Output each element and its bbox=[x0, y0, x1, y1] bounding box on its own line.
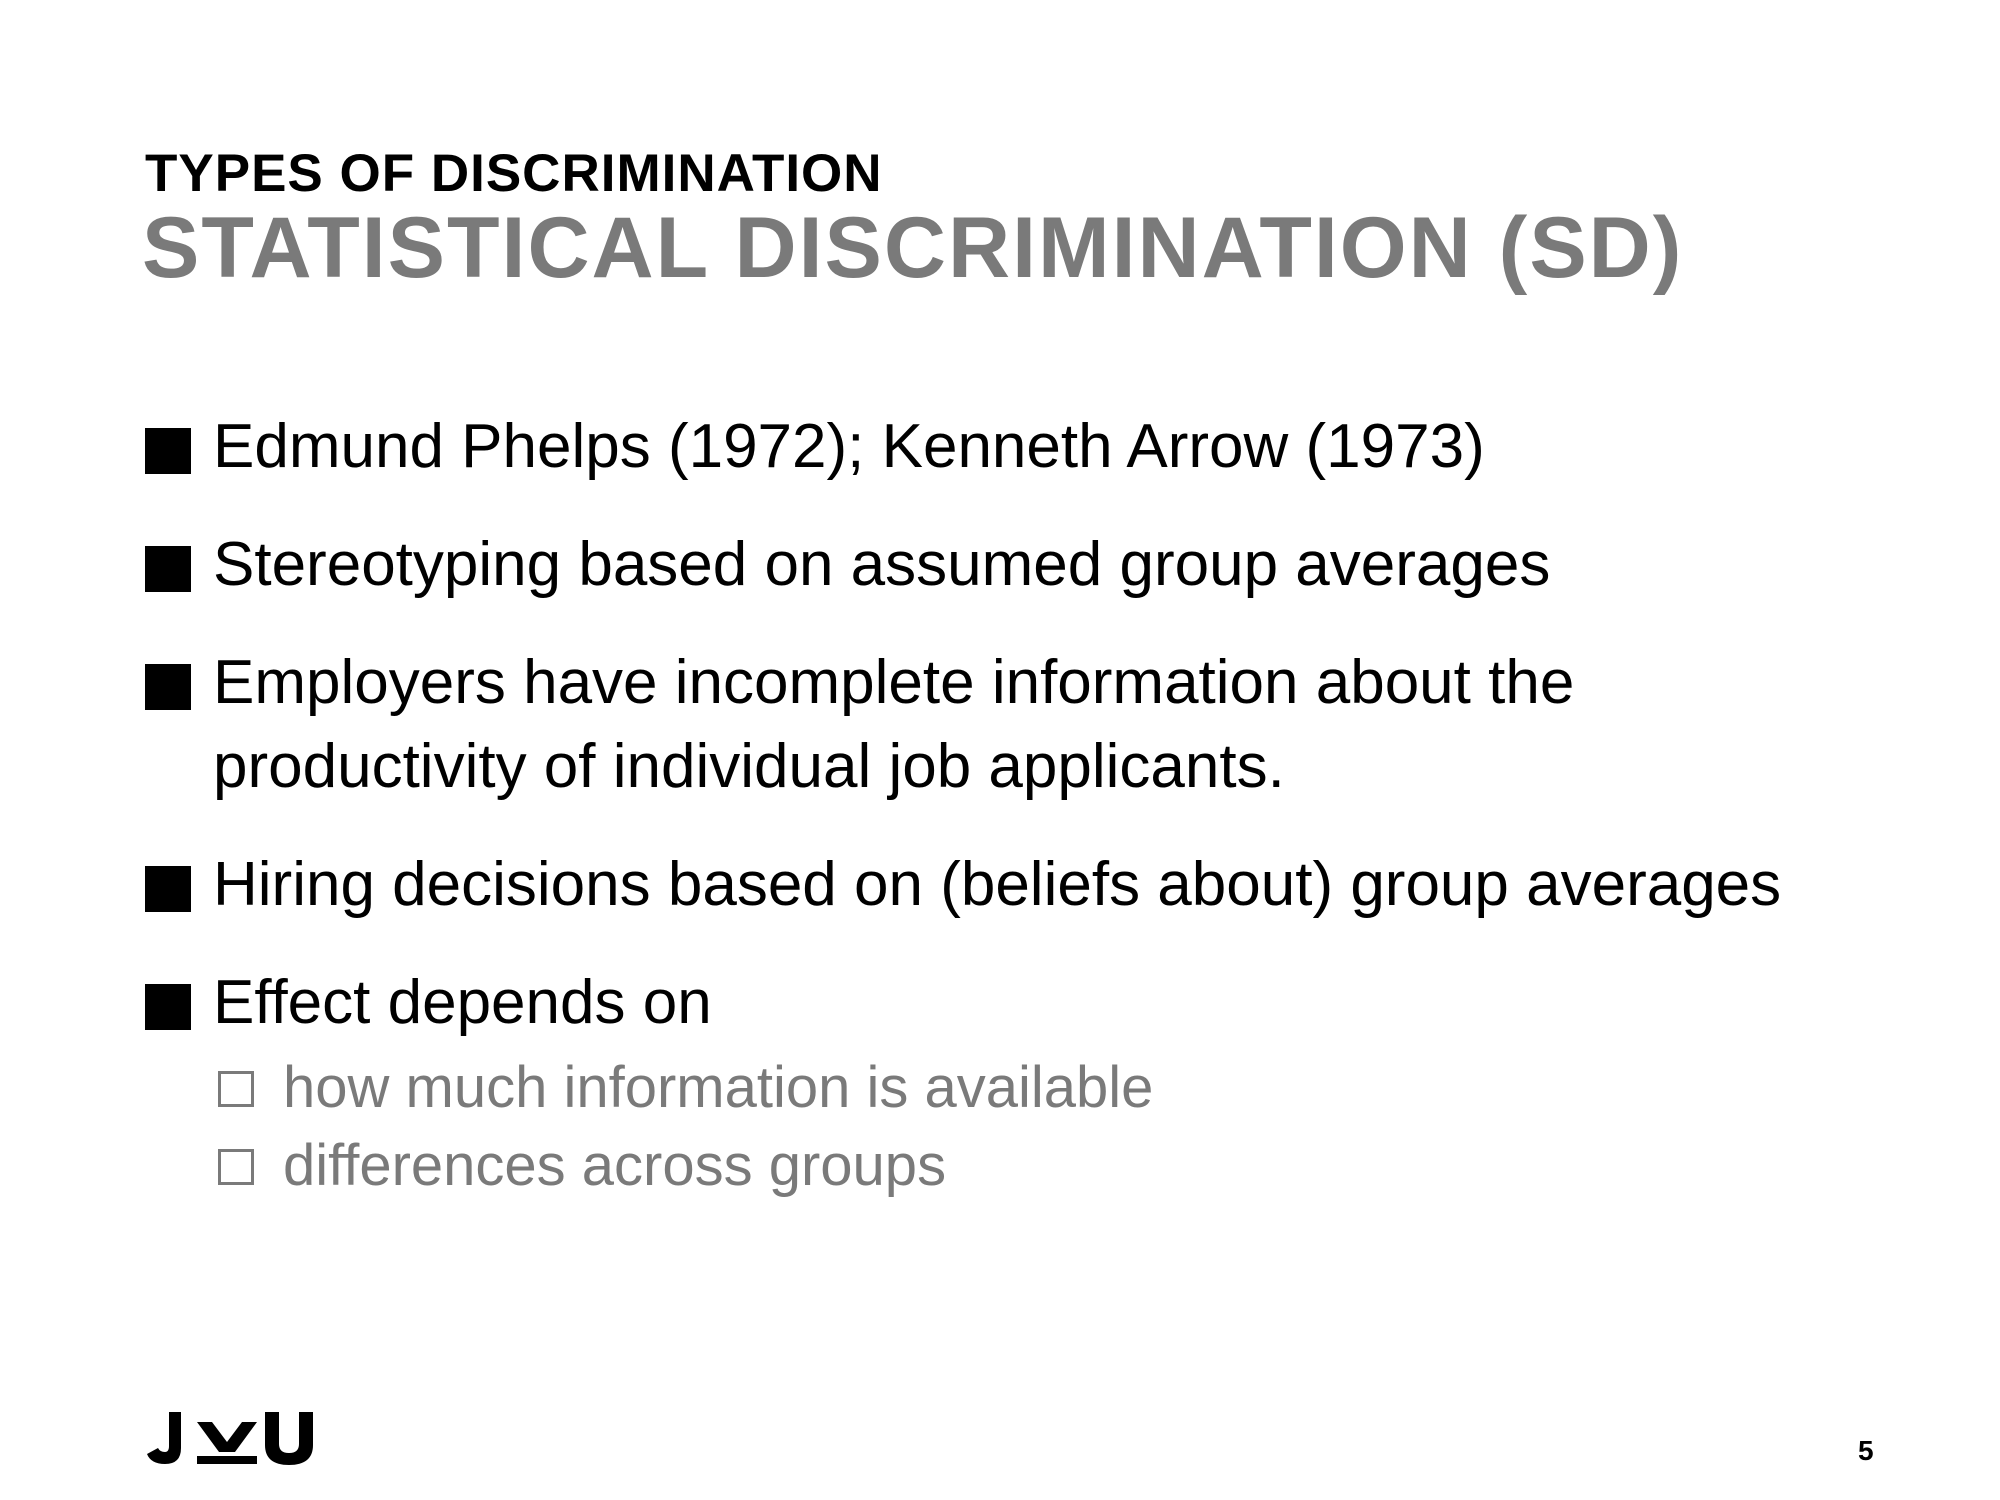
bullet-item: Hiring decisions based on (beliefs about… bbox=[145, 843, 1865, 927]
slide-title: STATISTICAL DISCRIMINATION (SD) bbox=[142, 200, 1684, 296]
page-number: 5 bbox=[1858, 1435, 1874, 1466]
hollow-square-icon bbox=[218, 1071, 254, 1107]
filled-square-icon bbox=[145, 546, 191, 592]
bullet-item: Effect depends on how much information i… bbox=[145, 961, 1865, 1205]
bullet-item: Stereotyping based on assumed group aver… bbox=[145, 523, 1865, 607]
filled-square-icon bbox=[145, 664, 191, 710]
subbullet-text: differences across groups bbox=[283, 1133, 947, 1198]
hollow-square-icon bbox=[218, 1149, 254, 1185]
filled-square-icon bbox=[145, 428, 191, 474]
bullet-text: Stereotyping based on assumed group aver… bbox=[213, 530, 1551, 599]
bullet-item: Employers have incomplete information ab… bbox=[145, 641, 1865, 809]
subbullet-item: differences across groups bbox=[213, 1127, 1865, 1205]
subbullet-item: how much information is available bbox=[213, 1049, 1865, 1127]
bullet-item: Edmund Phelps (1972); Kenneth Arrow (197… bbox=[145, 405, 1865, 489]
bullet-list: Edmund Phelps (1972); Kenneth Arrow (197… bbox=[145, 405, 1865, 1239]
subbullet-text: how much information is available bbox=[283, 1055, 1154, 1120]
bullet-text: Employers have incomplete information ab… bbox=[213, 648, 1575, 801]
filled-square-icon bbox=[145, 866, 191, 912]
slide-kicker: TYPES OF DISCRIMINATION bbox=[145, 144, 883, 203]
subbullet-list: how much information is available differ… bbox=[213, 1049, 1865, 1205]
bullet-text: Edmund Phelps (1972); Kenneth Arrow (197… bbox=[213, 412, 1485, 481]
jku-logo-icon bbox=[147, 1412, 313, 1465]
bullet-text: Hiring decisions based on (beliefs about… bbox=[213, 850, 1782, 919]
filled-square-icon bbox=[145, 984, 191, 1030]
bullet-text: Effect depends on bbox=[213, 968, 712, 1037]
